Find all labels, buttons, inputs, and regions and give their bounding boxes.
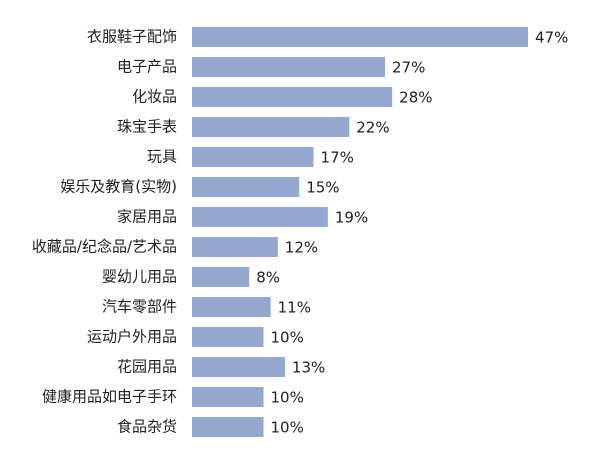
data-label: 10%	[270, 389, 303, 407]
data-label: 8%	[256, 269, 280, 287]
category-label: 玩具	[147, 148, 177, 166]
bar	[192, 57, 386, 77]
bar	[192, 27, 528, 47]
category-label: 汽车零部件	[102, 298, 177, 316]
bar	[192, 387, 264, 407]
data-label: 19%	[335, 209, 368, 227]
data-label: 47%	[535, 29, 568, 47]
data-label: 13%	[292, 359, 325, 377]
category-label: 婴幼儿用品	[102, 268, 177, 286]
bar	[192, 177, 300, 197]
category-label: 食品杂货	[117, 418, 177, 436]
bar	[192, 87, 393, 107]
category-label: 花园用品	[117, 358, 177, 376]
category-label: 健康用品如电子手环	[42, 388, 177, 406]
data-label: 22%	[356, 119, 389, 137]
bar	[192, 357, 285, 377]
bar	[192, 147, 314, 167]
category-label: 化妆品	[132, 88, 177, 106]
data-label: 27%	[392, 59, 425, 77]
bar	[192, 207, 328, 227]
category-label: 家居用品	[117, 208, 177, 226]
data-label: 10%	[270, 419, 303, 437]
category-label: 运动户外用品	[87, 328, 177, 346]
data-label: 15%	[306, 179, 339, 197]
data-label: 12%	[285, 239, 318, 257]
bar	[192, 327, 264, 347]
bar	[192, 117, 350, 137]
data-label: 17%	[321, 149, 354, 167]
bar	[192, 237, 278, 257]
bar	[192, 267, 250, 287]
category-label: 电子产品	[117, 58, 177, 76]
bar	[192, 417, 264, 437]
category-label: 衣服鞋子配饰	[87, 28, 177, 46]
data-label: 11%	[278, 299, 311, 317]
category-label: 珠宝手表	[117, 118, 177, 136]
category-label: 娱乐及教育(实物)	[60, 178, 177, 196]
bar	[192, 297, 271, 317]
category-label: 收藏品/纪念品/艺术品	[32, 238, 177, 256]
data-label: 28%	[399, 89, 432, 107]
value-labels: 47% 27% 28% 22%17% 15% 19% 12% 8% 11% 10% 13% 10% 10…	[256, 29, 568, 437]
data-label: 10%	[270, 329, 303, 347]
bars	[192, 27, 528, 437]
